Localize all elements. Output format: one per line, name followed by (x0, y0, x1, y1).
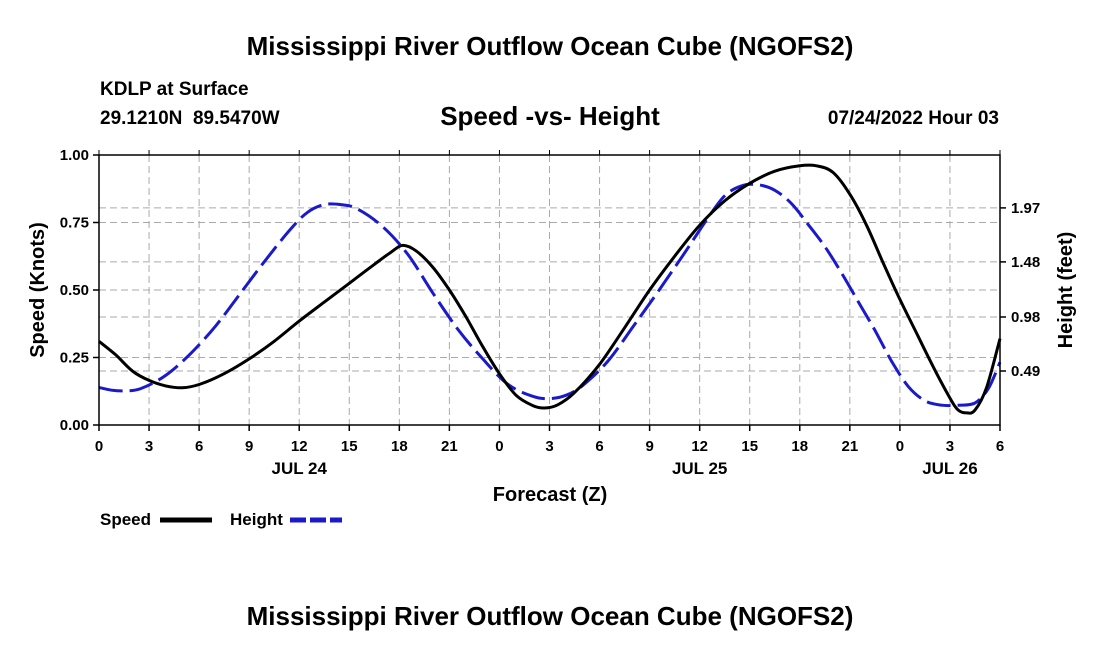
main-title: Mississippi River Outflow Ocean Cube (NG… (247, 31, 854, 61)
y-left-tick-label: 0.75 (60, 215, 89, 232)
x-date-label: JUL 26 (922, 459, 977, 478)
x-tick-label: 12 (691, 438, 708, 455)
footer-title: Mississippi River Outflow Ocean Cube (NG… (247, 601, 854, 631)
grid (99, 155, 1000, 425)
x-tick-label: 6 (195, 438, 203, 455)
x-tick-label: 6 (595, 438, 603, 455)
x-tick-label: 3 (545, 438, 553, 455)
x-tick-label: 21 (841, 438, 858, 455)
legend-height-label: Height (230, 510, 283, 529)
forecast-datetime: 07/24/2022 Hour 03 (828, 108, 999, 129)
y-right-tick-label: 1.97 (1011, 200, 1040, 217)
x-tick-label: 0 (95, 438, 103, 455)
x-tick-label: 15 (341, 438, 358, 455)
x-axis-title: Forecast (Z) (493, 484, 607, 506)
legend: Speed Height (100, 510, 342, 529)
x-tick-label: 18 (791, 438, 808, 455)
x-date-label: JUL 24 (271, 459, 327, 478)
y-left-tick-label: 0.25 (60, 350, 89, 367)
y-right-tick-label: 0.98 (1011, 309, 1040, 326)
y-axis-right-title: Height (feet) (1055, 232, 1077, 349)
x-date-label: JUL 25 (672, 459, 727, 478)
speed-series-line (98, 163, 1002, 415)
axes: 0 3 6 9 12 15 18 21 0 3 6 9 12 15 18 21 0 3 6 JUL 24 JUL 25 J… (60, 147, 1040, 478)
x-tick-label: 9 (645, 438, 653, 455)
series-lines (98, 163, 1002, 415)
x-tick-label: 0 (495, 438, 503, 455)
x-tick-label: 21 (441, 438, 458, 455)
y-right-tick-label: 0.49 (1011, 363, 1040, 380)
y-axis-left-title: Speed (Knots) (27, 222, 49, 358)
height-series-line (98, 182, 1002, 408)
y-left-tick-label: 0.50 (60, 282, 89, 299)
chart-subtitle: Speed -vs- Height (440, 101, 660, 131)
x-tick-label: 12 (291, 438, 308, 455)
x-tick-label: 3 (946, 438, 954, 455)
coords-label: 29.1210N 89.5470W (100, 108, 280, 129)
y-left-tick-label: 0.00 (60, 417, 89, 434)
y-left-tick-label: 1.00 (60, 147, 89, 164)
x-tick-label: 15 (741, 438, 758, 455)
y-right-tick-label: 1.48 (1011, 254, 1040, 271)
x-tick-label: 6 (996, 438, 1004, 455)
x-tick-label: 18 (391, 438, 408, 455)
x-tick-label: 0 (896, 438, 904, 455)
x-tick-label: 9 (245, 438, 253, 455)
station-label: KDLP at Surface (100, 79, 249, 100)
legend-speed-label: Speed (100, 510, 151, 529)
x-tick-label: 3 (145, 438, 153, 455)
